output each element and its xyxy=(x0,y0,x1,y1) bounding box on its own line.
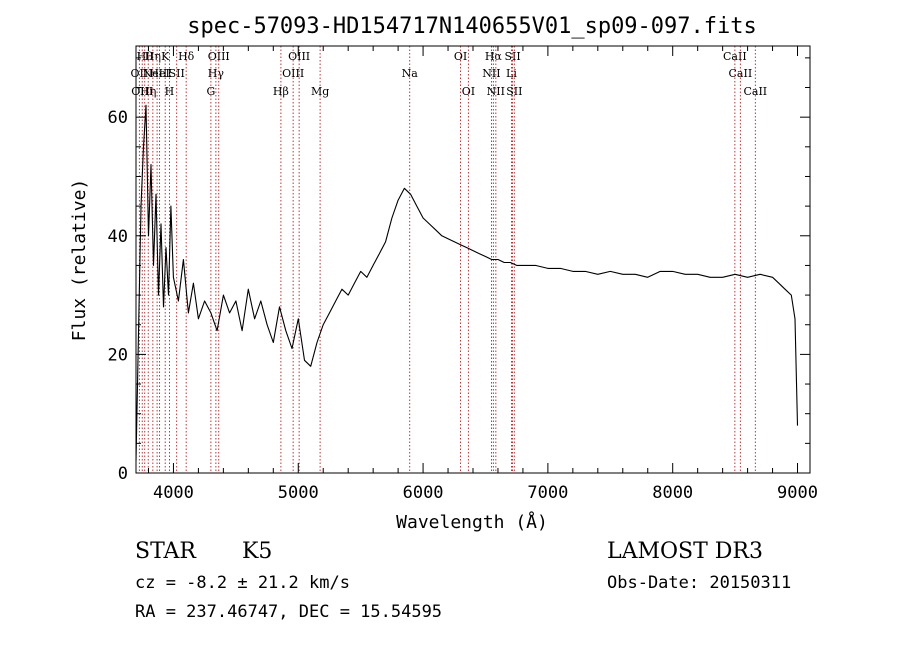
x-tick-label-2: 6000 xyxy=(403,483,444,503)
line-label-10: Hδ xyxy=(178,50,195,63)
line-label-19: OI xyxy=(454,50,467,63)
line-label-12: Hγ xyxy=(208,67,225,80)
object-class: STAR xyxy=(135,539,196,564)
line-label-0: OII xyxy=(131,67,149,80)
line-label-16: OIII xyxy=(288,50,310,63)
line-label-5: NeIII xyxy=(143,67,172,80)
line-label-29: CaII xyxy=(743,85,767,98)
spectrum-line xyxy=(135,104,799,462)
y-tick-label-1: 20 xyxy=(108,345,128,365)
line-label-27: CaII xyxy=(723,50,747,63)
x-tick-label-5: 9000 xyxy=(777,483,818,503)
x-tick-label-4: 8000 xyxy=(652,483,693,503)
plot-frame xyxy=(135,45,811,474)
line-label-15: OIII xyxy=(282,67,304,80)
redshift-cz: cz = -8.2 ± 21.2 km/s xyxy=(135,573,350,593)
line-label-7: K xyxy=(161,50,170,63)
line-label-21: NII xyxy=(482,67,500,80)
ra-dec-coordinates: RA = 237.46747, DEC = 15.54595 xyxy=(135,602,443,622)
line-label-9: SII xyxy=(169,67,185,80)
x-tick-label-3: 7000 xyxy=(527,483,568,503)
chart-title: spec-57093-HD154717N140655V01_sp09-097.f… xyxy=(187,14,757,39)
x-tick-label-1: 5000 xyxy=(278,483,319,503)
line-label-28: CaII xyxy=(729,67,753,80)
y-tick-label-0: 0 xyxy=(118,464,128,484)
line-label-2: Hθ xyxy=(137,50,154,63)
line-label-26: SII xyxy=(506,85,522,98)
line-label-24: Li xyxy=(506,67,517,80)
x-axis-label: Wavelength (Å) xyxy=(396,511,548,533)
line-label-11: G xyxy=(206,85,215,98)
line-label-17: Mg xyxy=(311,85,329,98)
line-label-13: OIII xyxy=(208,50,230,63)
survey-name: LAMOST DR3 xyxy=(607,539,763,564)
line-label-4: Hη xyxy=(145,50,161,63)
line-label-18: Na xyxy=(402,67,419,80)
line-label-23: NII xyxy=(487,85,505,98)
y-tick-label-3: 60 xyxy=(108,108,128,128)
emission-line-markers: OIIOIIIHθHηHηNeIIIHeIKHSIIHδGHγOIIIHβOII… xyxy=(131,46,767,473)
y-tick-label-2: 40 xyxy=(108,227,128,247)
observation-date: Obs-Date: 20150311 xyxy=(607,573,792,593)
line-label-1: OIII xyxy=(131,85,153,98)
line-label-25: SII xyxy=(504,50,520,63)
spectrum-trace xyxy=(135,104,799,462)
line-label-14: Hβ xyxy=(273,85,289,98)
axis-ticks: 4000 5000 6000 7000 8000 9000 0 20 40 60 xyxy=(108,46,818,503)
object-subclass: K5 xyxy=(242,539,273,564)
y-axis-label: Flux (relative) xyxy=(69,179,90,342)
line-label-20: OI xyxy=(462,85,475,98)
line-label-22: Hα xyxy=(485,50,503,63)
line-label-8: H xyxy=(165,85,175,98)
line-label-6: HeI xyxy=(149,67,169,80)
x-tick-label-0: 4000 xyxy=(153,483,194,503)
line-label-3: Hη xyxy=(140,85,156,98)
